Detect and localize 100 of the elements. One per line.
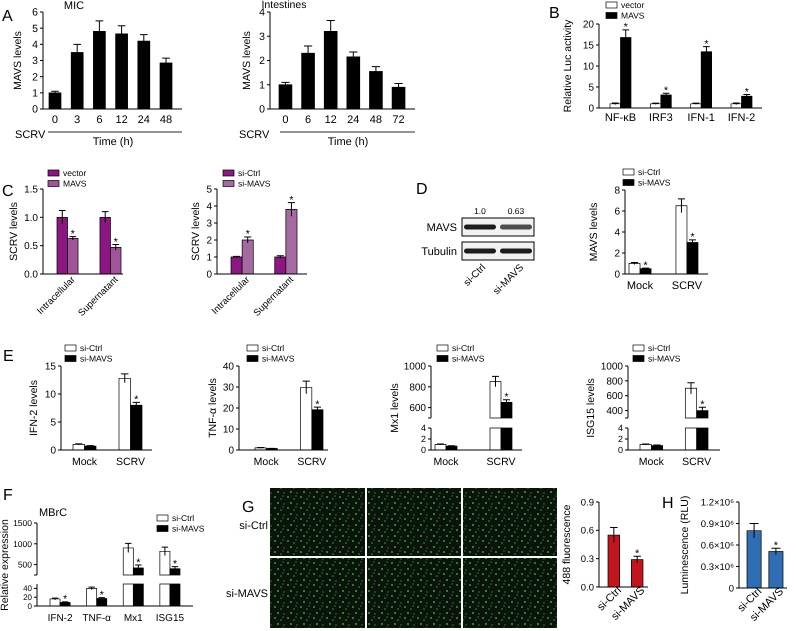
annotation: * (704, 38, 710, 50)
y-tick-label: 0 (259, 104, 266, 116)
x-tick-label: SCRV (672, 280, 703, 292)
text: B (549, 5, 560, 22)
text: MAVS (426, 222, 457, 234)
y-tick-label: 2 (259, 55, 266, 68)
y-tick-label: 2 (420, 434, 426, 444)
y-tick-label: 40 (23, 584, 33, 594)
text: E (3, 348, 14, 365)
y-tick-label: 0.5 (24, 241, 38, 252)
y-tick-label: 3 (206, 218, 212, 230)
annotation: * (504, 392, 510, 404)
y-tick-label: 40 (222, 362, 234, 372)
y-tick-label: 600 (606, 391, 624, 402)
y-tick-label: 5 (206, 184, 212, 196)
text: G (242, 499, 254, 516)
x-tick-label: IFN-2 (728, 112, 756, 124)
x-tick-label: 6 (96, 114, 102, 126)
y-tick-label: 800 (409, 382, 426, 394)
legend-label: si-Ctrl (262, 342, 284, 353)
text: si-Ctrl (239, 520, 268, 532)
legend-label: si-MAVS (638, 177, 671, 188)
annotation: * (635, 548, 640, 560)
y-tick-label: 15 (44, 362, 56, 372)
y-tick-label: 0.3×10⁶ (700, 562, 734, 573)
x-tick-label: TNF-α (82, 613, 112, 624)
y-tick-label: 0 (618, 445, 623, 456)
text: F (3, 487, 13, 504)
y-tick-label: 0.6×10⁶ (700, 540, 734, 552)
legend-label: si-Ctrl (638, 166, 660, 177)
legend-label: si-MAVS (238, 178, 271, 188)
y-tick-label: 400 (606, 406, 624, 418)
annotation: * (100, 589, 105, 602)
y-tick-label: 6 (614, 206, 620, 218)
y-axis-title: ISG15 levels (585, 378, 597, 438)
y-axis-title: MAVS levels (241, 31, 253, 90)
x-tick-label: IFN-1 (687, 112, 715, 124)
x-axis-title: Time (h) (328, 136, 368, 148)
y-tick-label: 2 (614, 248, 620, 260)
y-tick-label: 800 (606, 376, 624, 388)
y-axis-title: Relative expression (0, 519, 11, 611)
legend-label: vector (63, 168, 86, 178)
y-tick-label: 10 (582, 62, 594, 72)
y-axis-title: SCRV levels (190, 202, 202, 261)
y-tick-label: 0 (588, 104, 594, 114)
y-tick-label: 3 (32, 55, 38, 68)
text: A (2, 8, 13, 25)
y-tick-label: 10 (44, 390, 56, 400)
y-tick-label: 4 (32, 39, 38, 52)
x-tick-label: SCRV (116, 456, 145, 468)
y-tick-label: 1000 (404, 362, 426, 372)
y-tick-label: 4 (259, 6, 266, 19)
y-tick-label: 2 (206, 236, 212, 246)
y-tick-label: 1.2×10⁶ (700, 497, 734, 508)
annotation: * (315, 398, 320, 411)
y-tick-label: 0.6 (580, 526, 594, 537)
x-tick-label: Mock (638, 456, 665, 468)
annotation: * (664, 85, 669, 98)
legend-label: si-Ctrl (172, 512, 194, 523)
annotation: * (172, 558, 178, 570)
y-tick-label: 0.3 (580, 554, 594, 565)
y-tick-label: 3 (259, 30, 266, 43)
y-tick-label: 4 (206, 202, 212, 212)
text: Tubulin (421, 246, 457, 258)
y-axis-title: Relative Luc activity (562, 18, 574, 112)
annotation: * (690, 232, 696, 244)
x-tick-label: Mock (626, 280, 654, 292)
x-tick-label: 3 (74, 114, 80, 126)
x-tick-label: 72 (392, 114, 405, 126)
chart-title: MIC (64, 0, 84, 12)
y-tick-label: 4 (614, 228, 620, 238)
text: 0.63 (508, 206, 525, 216)
legend-label: si-MAVS (262, 353, 295, 364)
y-axis-title: Mx1 levels (389, 383, 401, 433)
x-tick-label: 6 (305, 114, 312, 126)
annotation: * (136, 556, 142, 569)
legend-label: si-MAVS (80, 353, 113, 364)
x-tick-label: Mock (72, 456, 98, 468)
legend-label: si-Ctrl (452, 342, 474, 353)
y-axis-title: Luminescence (RLU) (679, 496, 691, 594)
annotation: * (246, 228, 251, 241)
annotation: * (62, 594, 68, 606)
y-axis-title: SCRV levels (8, 202, 20, 261)
y-axis-title: TNF-α levels (207, 378, 219, 438)
y-tick-label: 0 (228, 446, 234, 456)
y-tick-label: 0 (420, 445, 426, 456)
y-tick-label: 6 (32, 6, 38, 19)
y-tick-label: 0.9 (580, 497, 594, 508)
y-tick-label: 1 (206, 252, 212, 264)
x-tick-label: Mx1 (124, 613, 144, 624)
x-tick-label: 12 (115, 114, 128, 126)
text: 1.0 (474, 206, 486, 216)
y-axis-title: MAVS levels (588, 202, 600, 262)
y-tick-label: 2 (618, 434, 623, 444)
x-tick-label: Mock (433, 456, 460, 468)
x-tick-label: SCRV (486, 456, 516, 468)
x-tick-label: IFN-2 (48, 613, 74, 624)
y-tick-label: 8 (614, 186, 620, 196)
text: D (416, 181, 428, 198)
y-tick-label: 20 (222, 404, 234, 414)
